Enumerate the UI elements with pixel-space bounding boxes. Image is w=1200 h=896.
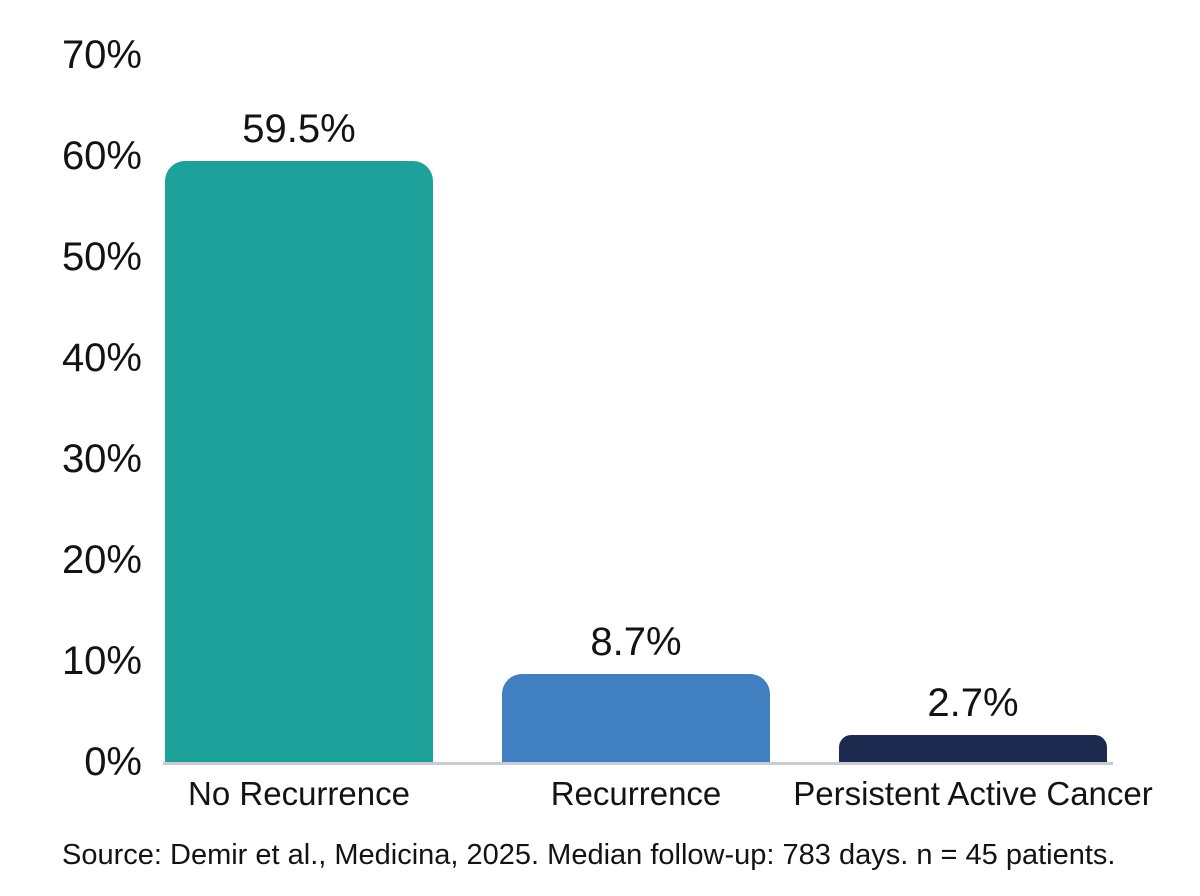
y-tick-label: 10%	[61, 639, 142, 683]
bar-value-label: 8.7%	[590, 620, 682, 665]
x-category-label: No Recurrence	[188, 775, 410, 812]
y-tick-label: 30%	[61, 437, 142, 481]
source-note: Source: Demir et al., Medicina, 2025. Me…	[62, 839, 1116, 871]
bar	[839, 734, 1107, 762]
bar	[502, 674, 770, 762]
y-tick-label: 20%	[61, 538, 142, 582]
bar-value-label: 2.7%	[927, 680, 1019, 725]
x-category-label: Recurrence	[550, 775, 722, 812]
bar	[165, 161, 433, 762]
y-tick-label: 40%	[61, 336, 142, 380]
bar-value-label: 59.5%	[242, 107, 356, 152]
y-tick-label: 70%	[61, 33, 142, 77]
y-tick-label: 60%	[61, 134, 142, 178]
y-tick-label: 0%	[84, 740, 142, 784]
x-axis-line	[163, 762, 1113, 765]
y-tick-label: 50%	[61, 235, 142, 279]
x-category-label: Persistent Active Cancer	[793, 775, 1153, 812]
